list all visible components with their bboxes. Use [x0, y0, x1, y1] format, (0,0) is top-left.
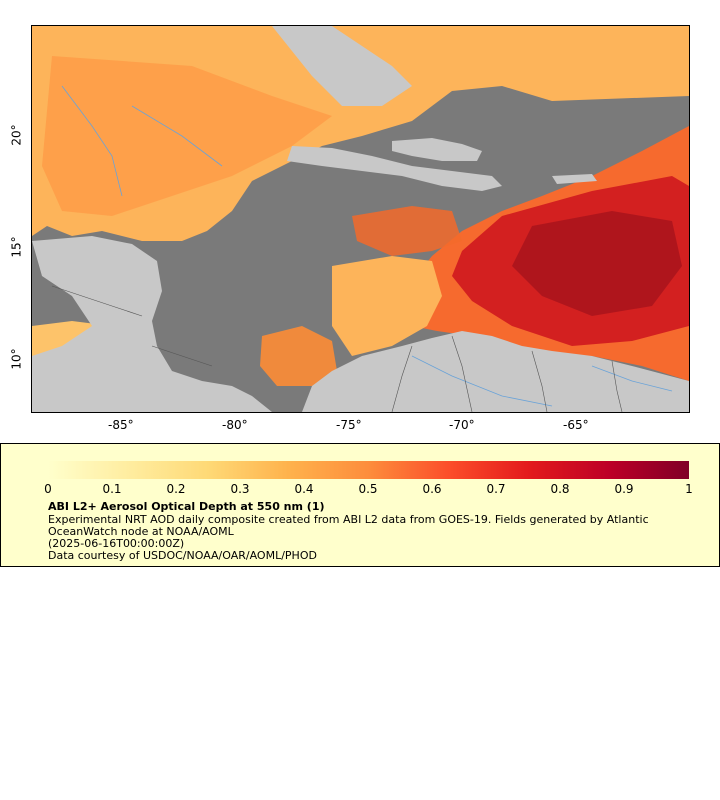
x-tick-label: -75° — [336, 418, 362, 432]
colorbar-tick-label: 0.5 — [358, 482, 378, 496]
legend-description-line: OceanWatch node at NOAA/AOML — [48, 525, 234, 538]
colorbar-tick-label: 0.2 — [166, 482, 186, 496]
map-panel — [31, 25, 690, 413]
colorbar-gradient — [48, 461, 689, 479]
land-northern-coast — [272, 26, 412, 106]
borders-layer — [51, 285, 623, 412]
rivers-layer — [61, 85, 673, 407]
land-hispaniola — [392, 138, 482, 161]
y-tick-label: 15° — [9, 236, 24, 258]
legend-date: (2025-06-16T00:00:00Z) — [48, 537, 185, 550]
colorbar-tick-label: 0.3 — [230, 482, 250, 496]
x-tick-label: -80° — [222, 418, 248, 432]
aod-region-central-fringe — [352, 206, 462, 256]
land-cuba — [287, 146, 502, 191]
x-tick-label: -65° — [563, 418, 589, 432]
y-tick-label: 20° — [9, 124, 24, 146]
colorbar-tick-label: 0.8 — [550, 482, 570, 496]
land-south-america — [302, 331, 689, 412]
x-tick-label: -85° — [108, 418, 134, 432]
x-tick-label: -70° — [449, 418, 475, 432]
aod-region-northwest-dark — [42, 56, 332, 216]
colorbar-tick-label: 0.4 — [294, 482, 314, 496]
colorbar-tick-label: 0.6 — [422, 482, 442, 496]
colorbar-tick-label: 0 — [44, 482, 52, 496]
aod-region-east-core-dark — [512, 211, 682, 316]
legend-panel: 0 0.1 0.2 0.3 0.4 0.5 0.6 0.7 0.8 0.9 1 … — [0, 443, 720, 567]
legend-description-line: Experimental NRT AOD daily composite cre… — [48, 513, 649, 526]
y-tick-label: 10° — [9, 348, 24, 370]
land-yucatan-mesoamerica — [32, 236, 272, 412]
colorbar-tick-label: 0.7 — [486, 482, 506, 496]
land-puerto-rico — [552, 174, 597, 184]
colorbar-tick-label: 0.9 — [614, 482, 634, 496]
aerosol-map — [32, 26, 689, 412]
legend-credit: Data courtesy of USDOC/NOAA/OAR/AOML/PHO… — [48, 549, 317, 562]
colorbar-tick-label: 0.1 — [102, 482, 122, 496]
legend-title: ABI L2+ Aerosol Optical Depth at 550 nm … — [48, 500, 325, 513]
colorbar — [48, 461, 689, 479]
colorbar-tick-label: 1 — [685, 482, 693, 496]
aod-region-central-west — [332, 256, 442, 356]
aod-region-south-central — [260, 326, 337, 386]
